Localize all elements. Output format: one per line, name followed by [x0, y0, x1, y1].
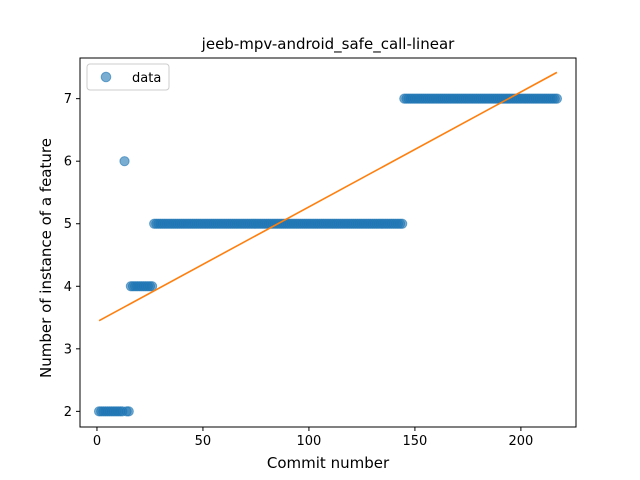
y-tick-label: 5 [64, 217, 72, 232]
data-point [123, 406, 134, 417]
x-tick-label: 100 [297, 434, 322, 449]
chart-title: jeeb-mpv-android_safe_call-linear [201, 35, 455, 54]
legend-marker-data [100, 71, 112, 83]
y-tick-label: 4 [64, 280, 72, 295]
data-point [146, 281, 158, 292]
x-tick-label: 0 [93, 434, 101, 449]
x-tick-label: 200 [508, 434, 533, 449]
fit-line-layer [98, 71, 558, 322]
axes: 0 50 100 150 200 2 3 4 5 6 7 [64, 57, 577, 449]
x-tick-label: 50 [195, 434, 212, 449]
y-tick-label: 3 [64, 342, 72, 357]
legend-box [86, 63, 170, 91]
legend-label-data: data [132, 71, 161, 86]
y-tick-label: 2 [64, 405, 72, 420]
x-axis-title: Commit number [267, 454, 390, 472]
y-tick-label: 7 [64, 92, 72, 107]
x-tick-label: 150 [402, 434, 427, 449]
axes-frame [79, 57, 577, 428]
y-axis-title: Number of instance of a feature [37, 138, 55, 378]
legend: data [86, 63, 170, 91]
data-point [397, 218, 408, 229]
linear-fit-line [98, 71, 558, 322]
data-point [551, 93, 563, 104]
y-tick-label: 6 [64, 155, 72, 170]
data-point [119, 156, 130, 167]
